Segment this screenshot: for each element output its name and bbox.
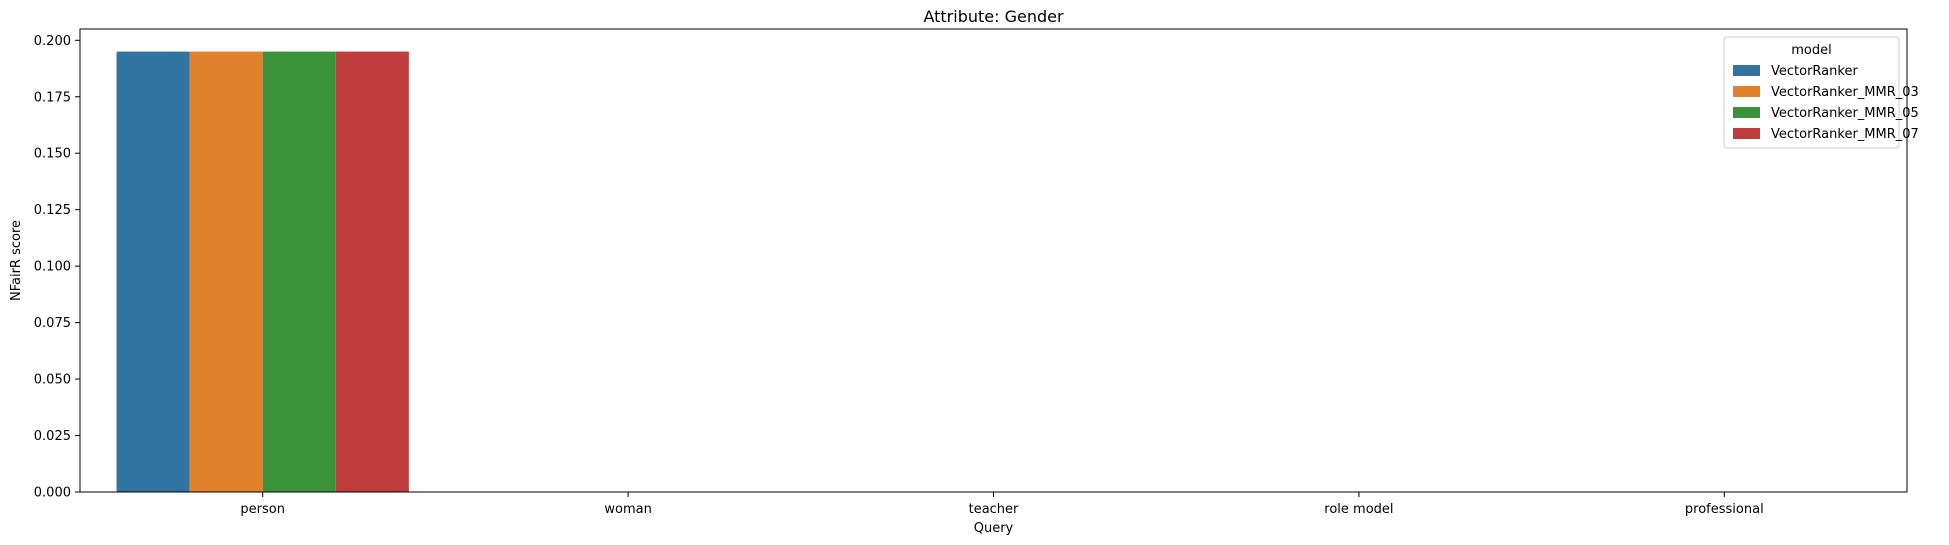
y-axis: 0.000 0.025 0.050 0.075 0.100 0.125 0.150 0.175… (34, 34, 80, 501)
y-axis-label: NFairR score (9, 220, 24, 301)
legend: model VectorRankerVectorRanker_MMR_03Vec… (1723, 36, 1919, 149)
y-tick-label: 0.150 (34, 147, 71, 162)
legend-swatch (1733, 107, 1760, 118)
legend-title: model (1791, 43, 1831, 58)
legend-items: VectorRanker VectorRanker_MMR_03 VectorRan… (1733, 64, 1919, 142)
y-tick-label: 0.000 (34, 486, 71, 501)
legend-swatch (1733, 65, 1760, 76)
legend-label: VectorRanker_MMR_03 (1771, 85, 1919, 100)
y-tick-label: 0.125 (34, 203, 71, 218)
bar (116, 51, 190, 493)
y-tick-label: 0.100 (34, 260, 71, 275)
y-tick-label: 0.200 (34, 34, 71, 49)
x-axis-label: Query (974, 521, 1014, 536)
x-tick-label: teacher (969, 502, 1019, 517)
legend-label: VectorRanker_MMR_07 (1771, 127, 1919, 142)
legend-label: VectorRanker (1771, 64, 1858, 79)
y-tick-label: 0.075 (34, 316, 71, 331)
chart-title: Attribute: Gender (923, 7, 1064, 26)
x-tick-label: woman (604, 502, 651, 517)
legend-swatch (1733, 86, 1760, 97)
legend-box (1723, 36, 1900, 149)
bar (262, 51, 336, 493)
x-axis: person woman teacher role model professional (240, 492, 1764, 517)
legend-label: VectorRanker_MMR_05 (1771, 106, 1919, 121)
bar (189, 51, 263, 493)
bar (335, 51, 409, 493)
y-tick-label: 0.050 (34, 373, 71, 388)
x-tick-label: professional (1685, 502, 1764, 517)
x-tick-label: person (240, 502, 285, 517)
y-tick-label: 0.025 (34, 429, 71, 444)
y-tick-label: 0.175 (34, 90, 71, 105)
legend-swatch (1733, 128, 1760, 139)
x-tick-label: role model (1324, 502, 1393, 517)
bars (116, 51, 409, 493)
